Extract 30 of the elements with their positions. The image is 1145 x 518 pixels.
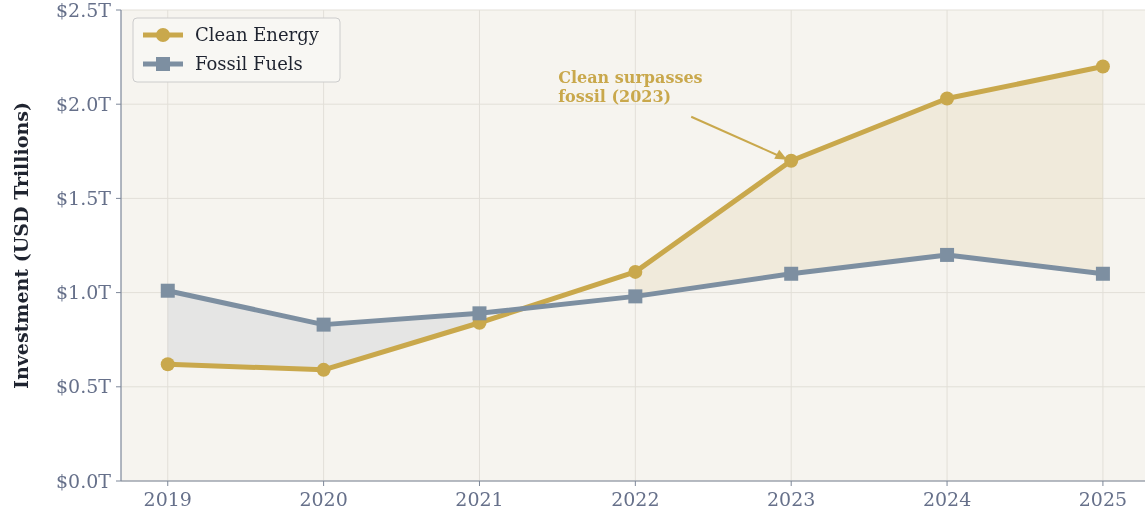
x-tick-label: 2024 — [922, 488, 972, 510]
y-tick-label: $0.5T — [56, 375, 112, 398]
point — [160, 283, 175, 298]
y-tick-label: $0.0T — [56, 469, 112, 492]
legend-label: Clean Energy — [195, 24, 320, 46]
x-tick-label: 2023 — [767, 488, 816, 510]
point — [1095, 59, 1110, 74]
x-tick-label: 2021 — [455, 488, 504, 510]
point — [1095, 266, 1110, 281]
point — [784, 266, 799, 281]
x-tick-label: 2025 — [1078, 488, 1128, 510]
legend-label: Fossil Fuels — [195, 53, 303, 75]
x-tick-label: 2019 — [143, 488, 192, 510]
point — [316, 317, 331, 332]
y-tick-label: $2.0T — [56, 92, 112, 115]
point — [784, 153, 799, 168]
y-axis-title: Investment (USD Trillions) — [10, 102, 32, 389]
y-tick-label: $2.5T — [56, 0, 112, 21]
x-tick-label: 2022 — [611, 488, 660, 510]
y-tick-label: $1.0T — [56, 281, 112, 304]
annotation: Clean surpasses fossil (2023) — [558, 67, 703, 106]
x-tick-label: 2020 — [299, 488, 348, 510]
point — [160, 357, 175, 372]
y-tick-label: $1.5T — [56, 187, 112, 210]
point — [472, 306, 487, 321]
point — [940, 91, 955, 106]
point — [628, 264, 643, 279]
point — [628, 289, 643, 304]
point — [316, 362, 331, 377]
point — [940, 247, 955, 262]
